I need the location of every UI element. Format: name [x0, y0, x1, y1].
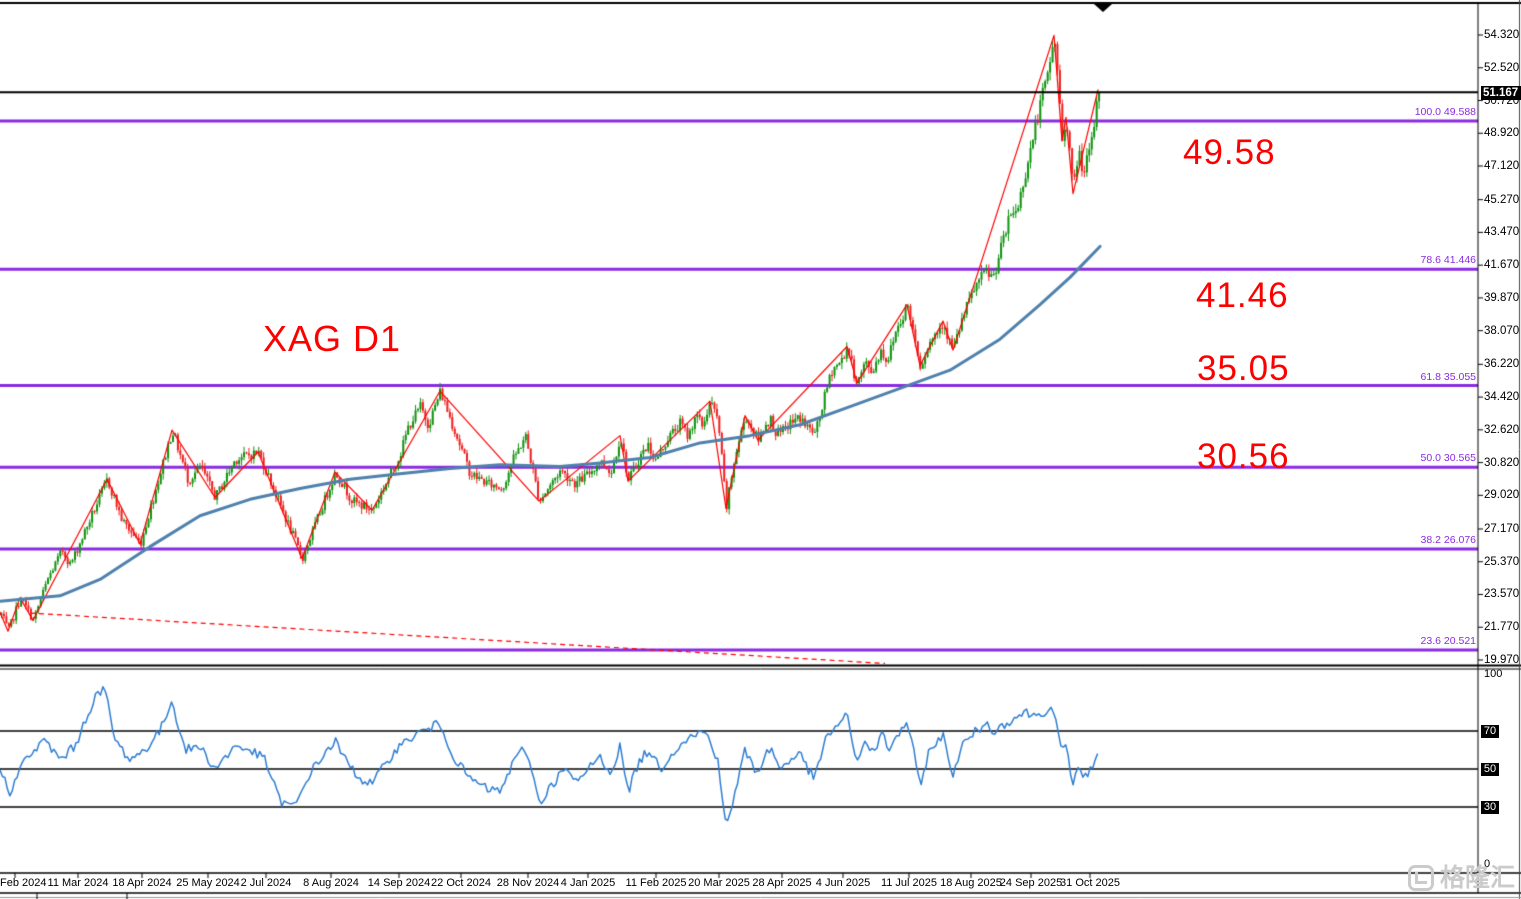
price-axis-label: 39.870 — [1484, 291, 1520, 304]
date-axis-label: Feb 2024 — [0, 877, 47, 889]
price-axis-label: 25.370 — [1484, 555, 1520, 568]
date-axis-label: 11 Mar 2024 — [47, 877, 109, 889]
price-axis-label: 32.620 — [1484, 423, 1520, 436]
price-axis-label: 47.120 — [1484, 160, 1520, 172]
fib-price-annotation-35.05: 35.05 — [1197, 349, 1290, 388]
price-axis-label: 19.970 — [1484, 654, 1520, 666]
watermark: 格隆汇 — [1407, 864, 1515, 892]
rsi-level-badge: 30 — [1481, 800, 1499, 814]
fib-price-annotation-49.58: 49.58 — [1183, 133, 1276, 172]
date-axis-label: 25 May 2024 — [176, 877, 240, 889]
price-axis-label: 36.220 — [1484, 358, 1520, 371]
date-axis-label: 14 Sep 2024 — [367, 877, 431, 889]
rsi-level-badge: 50 — [1481, 762, 1499, 776]
date-axis-label: 11 Jul 2025 — [880, 877, 938, 889]
date-axis-label: 24 Sep 2025 — [999, 877, 1063, 889]
date-axis-label: 31 Oct 2025 — [1060, 877, 1120, 889]
date-axis-label: 4 Jan 2025 — [560, 877, 616, 889]
rsi-axis-label: 100 — [1484, 668, 1503, 680]
date-axis-label: 2 Jul 2024 — [240, 877, 292, 889]
fib-level-label: 23.6 20.521 — [1420, 634, 1476, 647]
rsi-level-badge: 70 — [1481, 724, 1499, 738]
date-axis-label: 8 Aug 2024 — [303, 877, 359, 889]
fib-price-annotation-30.56: 30.56 — [1197, 437, 1290, 476]
rsi-axis-label: 0 — [1484, 858, 1491, 870]
symbol-timeframe-annotation: XAG D1 — [263, 318, 402, 359]
date-axis-label: 18 Apr 2024 — [112, 877, 172, 889]
fib-level-label: 38.2 26.076 — [1420, 533, 1476, 546]
date-axis-label: 4 Jun 2025 — [815, 877, 871, 889]
current-price-badge: 51.167 — [1481, 86, 1521, 100]
date-axis-label: 20 Mar 2025 — [688, 877, 750, 889]
price-axis-label: 34.420 — [1484, 391, 1520, 404]
price-axis-label: 27.170 — [1484, 522, 1520, 535]
date-axis-label: 28 Nov 2024 — [496, 877, 560, 889]
price-axis-label: 38.070 — [1484, 324, 1520, 337]
date-axis-label: 11 Feb 2025 — [625, 877, 687, 889]
price-axis-label: 54.320 — [1484, 29, 1520, 41]
price-axis-label: 52.520 — [1484, 61, 1520, 74]
date-axis-label: 22 Oct 2024 — [431, 877, 491, 889]
price-axis-label: 41.670 — [1484, 259, 1520, 272]
date-axis-label: 28 Apr 2025 — [752, 877, 812, 889]
fib-level-label: 78.6 41.446 — [1420, 254, 1476, 267]
watermark-text: 格隆汇 — [1439, 864, 1515, 892]
fib-level-label: 50.0 30.565 — [1420, 452, 1476, 465]
fib-level-label: 100.0 49.588 — [1414, 106, 1476, 119]
price-axis-label: 48.920 — [1484, 127, 1520, 140]
price-axis-label: 45.270 — [1484, 193, 1520, 206]
date-axis-label: 18 Aug 2025 — [940, 877, 1002, 889]
price-axis-label: 30.820 — [1484, 456, 1520, 469]
gelonghui-logo-icon — [1407, 865, 1434, 891]
price-axis-label: 23.570 — [1484, 588, 1520, 601]
fib-price-annotation-41.46: 41.46 — [1196, 276, 1289, 315]
price-axis-label: 29.020 — [1484, 489, 1520, 502]
fib-level-label: 61.8 35.055 — [1420, 370, 1476, 383]
price-axis-label: 43.470 — [1484, 226, 1520, 239]
price-axis-label: 21.770 — [1484, 621, 1520, 634]
